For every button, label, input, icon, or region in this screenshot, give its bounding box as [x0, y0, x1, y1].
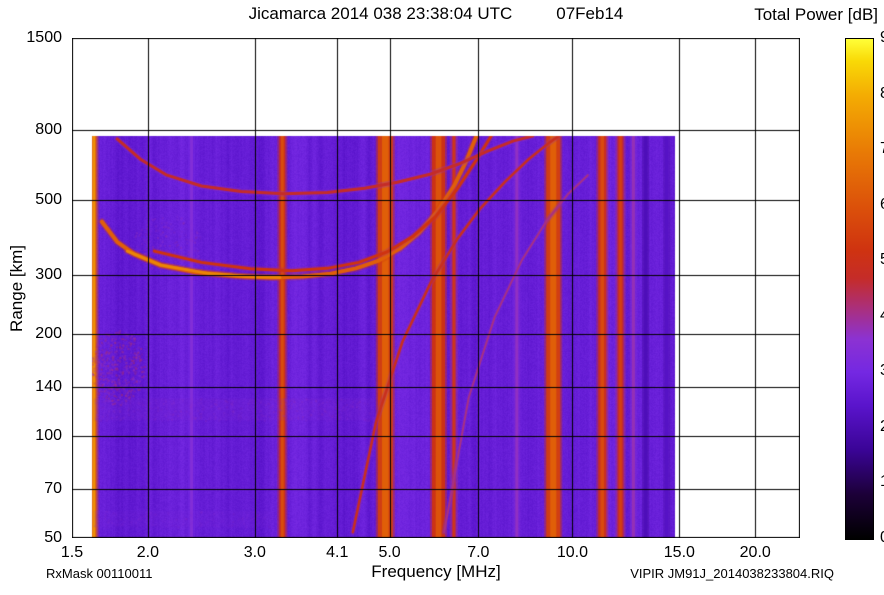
rxmask-label: RxMask 00110011 — [46, 566, 153, 581]
x-axis-tick-label: 1.5 — [60, 544, 84, 561]
y-axis-tick-label: 70 — [44, 479, 62, 497]
colorbar-tick-label: 40 — [880, 307, 884, 325]
plot-date: 07Feb14 — [556, 4, 624, 23]
plot-title: Jicamarca 2014 038 23:38:04 UTC — [248, 4, 513, 23]
ionogram-heatmap — [72, 38, 800, 538]
x-axis-label: Frequency [MHz] — [371, 562, 501, 581]
y-axis-tick-label: 1500 — [26, 29, 62, 46]
y-axis-tick-label: 500 — [35, 190, 62, 208]
y-axis-tick-label: 200 — [35, 325, 62, 343]
colorbar-tick-label: 10 — [880, 473, 884, 491]
y-axis-tick-label: 800 — [35, 121, 62, 139]
x-axis-tick-label: 10.0 — [556, 544, 588, 561]
colorbar-tick-label: 20 — [880, 418, 884, 436]
plot-header: Jicamarca 2014 038 23:38:04 UTC 07Feb14 — [72, 4, 800, 24]
colorbar-title: Total Power [dB] — [754, 5, 878, 24]
colorbar-tick-label: 70 — [880, 140, 884, 158]
plot-area — [72, 38, 800, 538]
x-axis-tick-label: 2.0 — [136, 544, 159, 561]
colorbar-tick-label: 90 — [880, 29, 884, 47]
colorbar-tick-label: 0 — [880, 529, 884, 547]
y-axis-label-container: Range [km] — [6, 38, 28, 538]
y-axis-tick-label: 50 — [44, 529, 62, 546]
colorbar-tick-label: 80 — [880, 85, 884, 103]
x-axis-tick-label: 20.0 — [739, 544, 771, 561]
colorbar-tick-label: 30 — [880, 362, 884, 380]
y-axis-tick-label: 300 — [35, 265, 62, 283]
colorbar-gradient — [845, 38, 874, 540]
x-axis-tick-label: 7.0 — [467, 544, 490, 561]
y-axis-tick-label: 100 — [35, 427, 62, 445]
y-axis-tick-label: 140 — [35, 377, 62, 395]
source-file-label: VIPIR JM91J_2014038233804.RIQ — [630, 566, 834, 581]
x-axis-tick-label: 5.0 — [378, 544, 401, 561]
x-axis-tick-label: 3.0 — [243, 544, 266, 561]
colorbar-tick-label: 50 — [880, 251, 884, 269]
x-axis-tick-label: 4.1 — [326, 544, 349, 561]
colorbar-tick-label: 60 — [880, 196, 884, 214]
x-axis-tick-label: 15.0 — [663, 544, 695, 561]
y-axis-label: Range [km] — [7, 244, 26, 332]
